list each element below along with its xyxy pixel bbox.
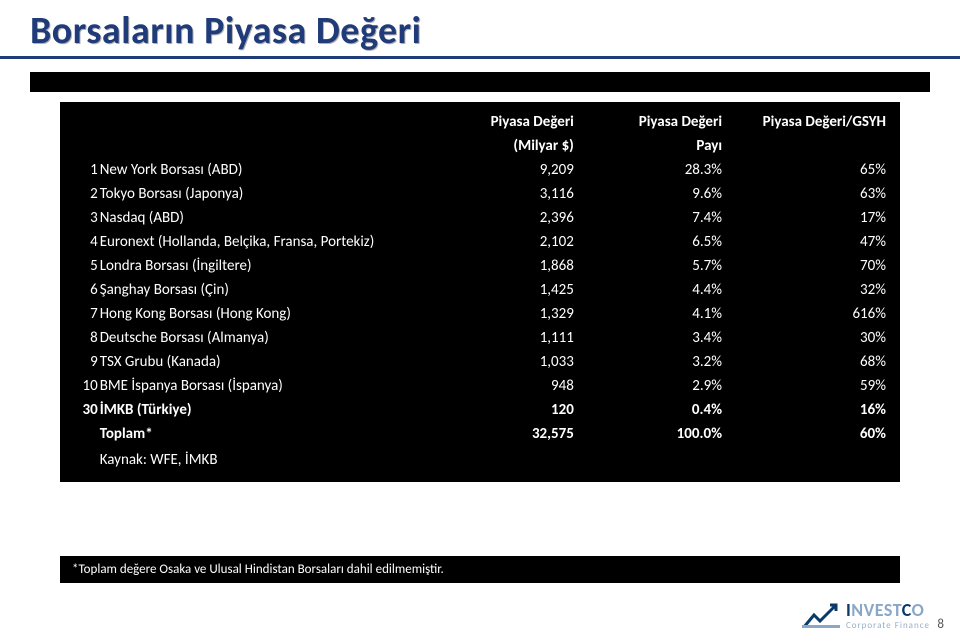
source-row: Kaynak: WFE, İMKB [74, 448, 886, 472]
cell-gsyh: 616% [722, 302, 886, 326]
col-share-subheader: Payı [574, 134, 722, 158]
cell-name: TSX Grubu (Kanada) [100, 350, 426, 374]
cell-name: Tokyo Borsası (Japonya) [100, 182, 426, 206]
cell-name: New York Borsası (ABD) [100, 158, 426, 182]
cell-name: Euronext (Hollanda, Belçika, Fransa, Por… [100, 230, 426, 254]
logo-wordmark: INVESTCO [846, 601, 930, 619]
cell-share: 5.7% [574, 254, 722, 278]
highlight-rank: 30 [74, 398, 100, 422]
cell-name: Şanghay Borsası (Çin) [100, 278, 426, 302]
cell-share: 4.4% [574, 278, 722, 302]
cell-gsyh: 17% [722, 206, 886, 230]
cell-value: 948 [426, 374, 574, 398]
cell-rank: 5 [74, 254, 100, 278]
cell-name: BME İspanya Borsası (İspanya) [100, 374, 426, 398]
cell-name: Hong Kong Borsası (Hong Kong) [100, 302, 426, 326]
logo-text: INVESTCO Corporate Finance [846, 601, 930, 630]
cell-name: Deutsche Borsası (Almanya) [100, 326, 426, 350]
cell-rank: 1 [74, 158, 100, 182]
highlight-row: 30 İMKB (Türkiye) 120 0.4% 16% [74, 398, 886, 422]
title-underline [0, 56, 960, 59]
cell-value: 1,868 [426, 254, 574, 278]
table-body: 1New York Borsası (ABD)9,20928.3%65%2Tok… [74, 158, 886, 398]
total-gsyh: 60% [722, 422, 886, 446]
page-title: Borsaların Piyasa Değeri [30, 8, 422, 54]
cell-gsyh: 32% [722, 278, 886, 302]
table-row: 10BME İspanya Borsası (İspanya)9482.9%59… [74, 374, 886, 398]
cell-value: 3,116 [426, 182, 574, 206]
cell-value: 1,033 [426, 350, 574, 374]
table-header-row-1: Piyasa Değeri Piyasa Değeri Piyasa Değer… [74, 110, 886, 134]
highlight-name: İMKB (Türkiye) [100, 398, 426, 422]
cell-share: 3.2% [574, 350, 722, 374]
cell-gsyh: 70% [722, 254, 886, 278]
source-text: Kaynak: WFE, İMKB [100, 448, 426, 472]
cell-value: 1,111 [426, 326, 574, 350]
total-share: 100.0% [574, 422, 722, 446]
cell-share: 28.3% [574, 158, 722, 182]
table-row: 8Deutsche Borsası (Almanya)1,1113.4%30% [74, 326, 886, 350]
cell-gsyh: 30% [722, 326, 886, 350]
cell-rank: 10 [74, 374, 100, 398]
table-row: 1New York Borsası (ABD)9,20928.3%65% [74, 158, 886, 182]
table-row: 6Şanghay Borsası (Çin)1,4254.4%32% [74, 278, 886, 302]
cell-rank: 8 [74, 326, 100, 350]
col-gsyh-header: Piyasa Değeri/GSYH [722, 110, 886, 134]
table-row: 4Euronext (Hollanda, Belçika, Fransa, Po… [74, 230, 886, 254]
slide: Borsaların Piyasa Değeri Piyasa Değeri P… [0, 0, 960, 642]
cell-share: 7.4% [574, 206, 722, 230]
cell-rank: 6 [74, 278, 100, 302]
page-number: 8 [937, 617, 944, 632]
cell-gsyh: 63% [722, 182, 886, 206]
logo: INVESTCO Corporate Finance [802, 601, 930, 630]
header-blackbar [30, 72, 930, 92]
highlight-gsyh: 16% [722, 398, 886, 422]
cell-rank: 4 [74, 230, 100, 254]
cell-share: 6.5% [574, 230, 722, 254]
footnote: *Toplam değere Osaka ve Ulusal Hindistan… [60, 556, 900, 583]
highlight-share: 0.4% [574, 398, 722, 422]
cell-share: 3.4% [574, 326, 722, 350]
cell-value: 2,102 [426, 230, 574, 254]
cell-share: 9.6% [574, 182, 722, 206]
table-row: 2Tokyo Borsası (Japonya)3,1169.6%63% [74, 182, 886, 206]
cell-value: 1,329 [426, 302, 574, 326]
cell-name: Londra Borsası (İngiltere) [100, 254, 426, 278]
cell-gsyh: 59% [722, 374, 886, 398]
col-value-header: Piyasa Değeri [426, 110, 574, 134]
logo-icon [802, 603, 840, 629]
col-share-header: Piyasa Değeri [574, 110, 722, 134]
table-row: 3Nasdaq (ABD)2,3967.4%17% [74, 206, 886, 230]
cell-share: 2.9% [574, 374, 722, 398]
cell-gsyh: 68% [722, 350, 886, 374]
cell-gsyh: 47% [722, 230, 886, 254]
total-label: Toplam* [100, 422, 426, 446]
table-row: 7Hong Kong Borsası (Hong Kong)1,3294.1%6… [74, 302, 886, 326]
table-row: 5Londra Borsası (İngiltere)1,8685.7%70% [74, 254, 886, 278]
total-value: 32,575 [426, 422, 574, 446]
table-header-row-2: (Milyar $) Payı [74, 134, 886, 158]
cell-share: 4.1% [574, 302, 722, 326]
table-row: 9TSX Grubu (Kanada)1,0333.2%68% [74, 350, 886, 374]
cell-name: Nasdaq (ABD) [100, 206, 426, 230]
cell-rank: 2 [74, 182, 100, 206]
cell-value: 9,209 [426, 158, 574, 182]
cell-rank: 3 [74, 206, 100, 230]
logo-subtitle: Corporate Finance [846, 621, 930, 630]
total-row: Toplam* 32,575 100.0% 60% [74, 422, 886, 446]
cell-value: 2,396 [426, 206, 574, 230]
highlight-value: 120 [426, 398, 574, 422]
col-value-subheader: (Milyar $) [426, 134, 574, 158]
cell-rank: 7 [74, 302, 100, 326]
cell-gsyh: 65% [722, 158, 886, 182]
cell-rank: 9 [74, 350, 100, 374]
market-cap-table: Piyasa Değeri Piyasa Değeri Piyasa Değer… [60, 102, 900, 482]
cell-value: 1,425 [426, 278, 574, 302]
